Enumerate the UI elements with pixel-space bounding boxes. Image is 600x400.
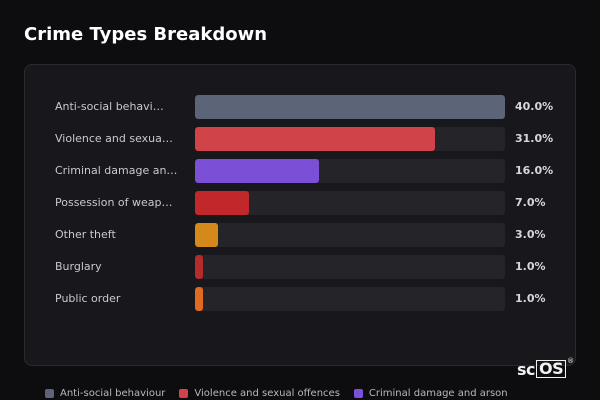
bar-track — [195, 287, 505, 311]
bar-value-label: 3.0% — [515, 228, 546, 241]
bar-fill — [195, 255, 203, 279]
legend-label: Anti-social behaviour — [60, 387, 166, 399]
bar-row: Anti-social behavi… 40.0% — [25, 95, 575, 119]
bar-fill — [195, 127, 436, 151]
bar-category-label: Public order — [55, 292, 121, 305]
bar-value-label: 40.0% — [515, 100, 554, 113]
bar-track — [195, 159, 505, 183]
bar-row: Public order 1.0% — [25, 287, 575, 311]
bar-value-label: 16.0% — [515, 164, 554, 177]
bar-track — [195, 255, 505, 279]
bar-track — [195, 223, 505, 247]
legend-swatch — [179, 388, 189, 398]
bar-category-label: Other theft — [55, 228, 116, 241]
bar-track — [195, 191, 505, 215]
bar-value-label: 1.0% — [515, 260, 546, 273]
bar-category-label: Criminal damage an… — [55, 164, 178, 177]
bar-value-label: 1.0% — [515, 292, 546, 305]
scos-logo: sc OS ® — [517, 357, 574, 379]
bar-fill — [195, 191, 250, 215]
bar-fill — [195, 95, 505, 119]
bar-category-label: Anti-social behavi… — [55, 100, 164, 113]
chart-card: Anti-social behavi… 40.0% Violence and sex… — [24, 64, 576, 366]
legend-label: Violence and sexual offences — [194, 387, 340, 399]
legend-item: Criminal damage and arson — [353, 386, 508, 400]
bar-category-label: Burglary — [55, 260, 102, 273]
bar-fill — [195, 223, 219, 247]
legend-item: Anti-social behaviour — [45, 386, 165, 400]
bar-category-label: Possession of weap… — [55, 196, 173, 209]
bar-category-label: Violence and sexua… — [55, 132, 173, 145]
bar-fill — [195, 287, 203, 311]
legend-item: Violence and sexual offences — [179, 386, 340, 400]
bar-value-label: 31.0% — [515, 132, 554, 145]
logo-sc-text: sc — [517, 359, 536, 379]
legend-swatch — [45, 388, 54, 398]
bar-row: Possession of weap… 7.0% — [25, 191, 575, 215]
page-title: Crime Types Breakdown — [24, 24, 268, 45]
bar-track — [195, 95, 505, 119]
bar-fill — [195, 159, 319, 183]
chart-legend: Anti-social behaviour Violence and sexual… — [45, 386, 508, 400]
bar-value-label: 7.0% — [515, 196, 546, 209]
bar-track — [195, 127, 505, 151]
legend-swatch — [353, 388, 363, 398]
bar-row: Violence and sexua… 31.0% — [25, 127, 575, 151]
logo-os-text: OS — [536, 360, 567, 378]
bar-row: Other theft 3.0% — [25, 223, 575, 247]
bar-row: Burglary 1.0% — [25, 255, 575, 279]
legend-label: Criminal damage and arson — [368, 387, 508, 399]
bar-row: Criminal damage an… 16.0% — [25, 159, 575, 183]
logo-registered-mark: ® — [567, 357, 574, 365]
